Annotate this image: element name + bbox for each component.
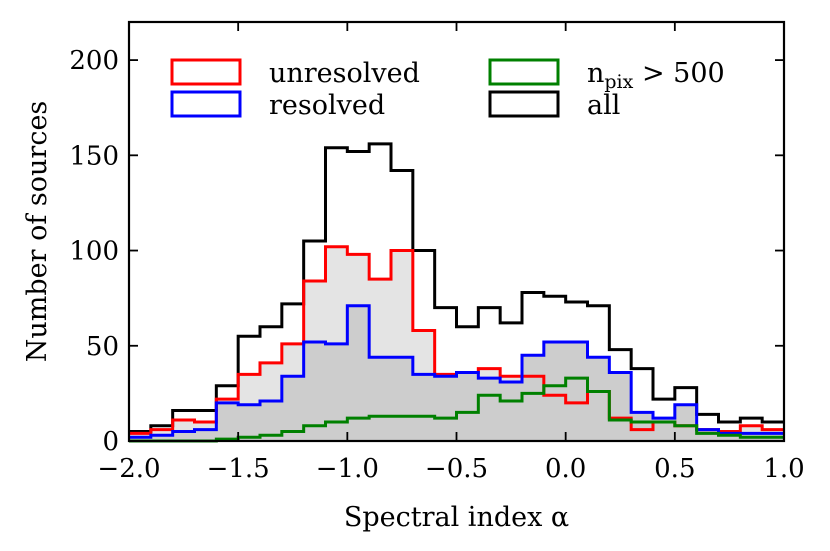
legend-label-4: all bbox=[587, 90, 620, 121]
y-tick-label: 100 bbox=[69, 237, 119, 267]
legend-label-text: all bbox=[587, 90, 620, 121]
legend-label-1: unresolved bbox=[269, 58, 420, 89]
series-line-resolved bbox=[129, 304, 784, 439]
legend-label-2: resolved bbox=[269, 90, 385, 121]
legend-label-subscript: pix bbox=[604, 71, 633, 93]
legend-label-3: npix > 500 bbox=[587, 58, 725, 93]
x-tick-label: −2.0 bbox=[97, 454, 160, 484]
legend-label-text: unresolved bbox=[269, 58, 420, 89]
x-tick-label: 0.0 bbox=[545, 454, 586, 484]
series-lines bbox=[129, 142, 784, 443]
y-tick-label: 0 bbox=[102, 427, 119, 457]
legend-swatch-1 bbox=[170, 58, 242, 86]
axis-ticks bbox=[128, 22, 785, 442]
x-tick-label: −1.5 bbox=[207, 454, 270, 484]
series-line-n-pix-500 bbox=[129, 376, 784, 443]
legend-swatch-2 bbox=[170, 90, 242, 118]
series-line-all bbox=[129, 142, 784, 433]
x-tick-label: −0.5 bbox=[425, 454, 488, 484]
y-tick-label: 50 bbox=[86, 332, 119, 362]
legend-label-text: n bbox=[587, 58, 604, 89]
x-tick-label: 0.5 bbox=[654, 454, 695, 484]
y-tick-label: 150 bbox=[69, 141, 119, 171]
x-axis-label: Spectral index α bbox=[344, 502, 569, 533]
y-tick-label: 200 bbox=[69, 46, 119, 76]
x-tick-label: −1.0 bbox=[316, 454, 379, 484]
legend-swatch-4 bbox=[488, 90, 560, 118]
axis-tick-labels: −2.0 −1.5 −1.0 −0.5 0.0 0.5 1.0 0 50 100 150 200 bbox=[69, 46, 804, 484]
x-tick-label: 1.0 bbox=[763, 454, 804, 484]
legend-swatch-3 bbox=[488, 58, 560, 86]
y-axis-label: Number of sources bbox=[22, 101, 53, 363]
legend-label-text: resolved bbox=[269, 90, 385, 121]
legend-label-tail: > 500 bbox=[633, 58, 724, 89]
